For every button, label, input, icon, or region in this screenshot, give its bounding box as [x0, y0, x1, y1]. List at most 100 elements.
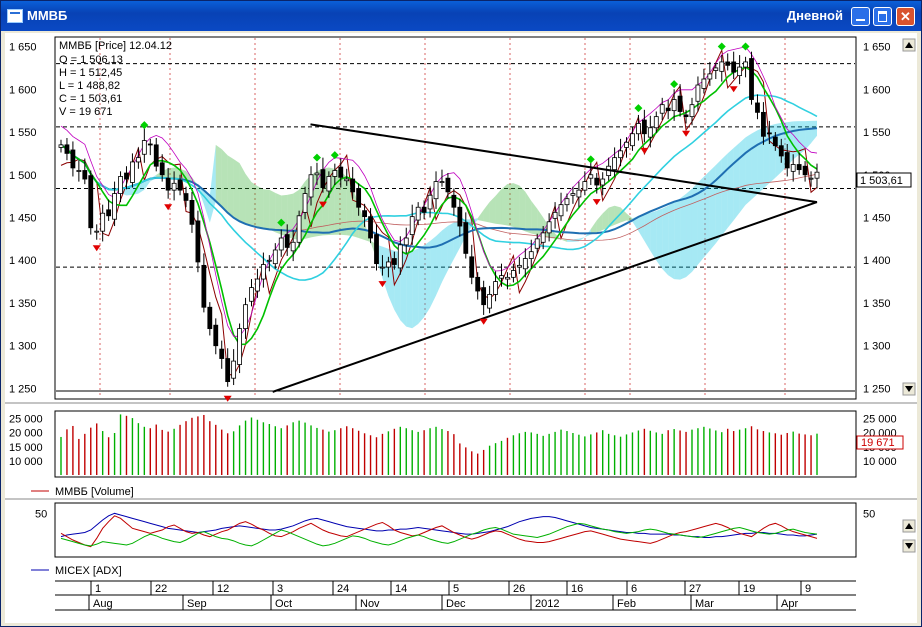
candle-body	[213, 324, 219, 347]
month-label: Mar	[695, 598, 714, 610]
chart-window-icon[interactable]	[7, 9, 23, 23]
adx-scroll-down-button[interactable]	[902, 539, 916, 553]
candle-body	[487, 294, 492, 309]
price-tick-label-left: 1 450	[9, 213, 37, 225]
price-tick-label-right: 1 550	[863, 127, 891, 139]
candle-body	[701, 78, 707, 89]
candle-body	[344, 178, 350, 182]
candle-body	[761, 111, 766, 137]
cloud-segment	[733, 142, 740, 221]
candle-body	[195, 220, 201, 263]
candle-body	[141, 140, 147, 155]
price-scroll-down-button[interactable]	[902, 382, 916, 396]
timeframe-label: Дневной	[786, 8, 843, 23]
candle-body	[409, 216, 415, 235]
cloud-segment	[412, 248, 419, 329]
candle-body	[636, 123, 641, 135]
day-label: 9	[805, 583, 811, 595]
cloud-segment	[674, 198, 681, 280]
cloud-segment	[745, 133, 752, 205]
candle-body	[469, 256, 475, 278]
adx-panel[interactable]	[54, 502, 857, 558]
legend-close: C = 1 503,61	[59, 93, 122, 105]
day-label: 6	[631, 583, 637, 595]
legend-open: O = 1 506,13	[59, 54, 123, 66]
cloud-segment	[739, 137, 746, 213]
volume-tick-label-left: 20 000	[9, 428, 43, 440]
candle-body	[522, 258, 528, 270]
candle-body	[350, 178, 356, 193]
up-signal-icon	[140, 121, 149, 130]
candle-body	[743, 61, 748, 68]
cloud-segment	[775, 122, 782, 178]
adx-tick-label-right: 50	[863, 508, 875, 520]
month-label: Apr	[781, 598, 798, 610]
maximize-button[interactable]	[873, 7, 892, 26]
cloud-segment	[721, 153, 728, 236]
candle-body	[463, 222, 469, 254]
candle-body	[516, 264, 522, 268]
cloud-segment	[257, 185, 264, 229]
minimize-button[interactable]	[851, 7, 870, 26]
candle-body	[784, 152, 790, 169]
cloud-segment	[441, 225, 448, 283]
cloud-segment	[227, 155, 234, 218]
adx-scroll-up-button[interactable]	[902, 519, 916, 533]
day-label: 3	[277, 583, 283, 595]
cloud-segment	[287, 193, 294, 239]
candle-body	[207, 306, 213, 330]
candle-body	[707, 73, 713, 80]
adx-series-line	[60, 515, 818, 548]
down-signal-icon	[682, 130, 691, 137]
day-label: 16	[571, 583, 583, 595]
candle-body	[511, 270, 516, 278]
candle-body	[397, 244, 403, 269]
cloud-segment	[483, 201, 490, 223]
candle-body	[731, 61, 737, 73]
candle-body	[552, 211, 558, 219]
arrow-up-icon	[905, 523, 913, 529]
trendline	[272, 201, 818, 393]
candle-body	[189, 200, 195, 225]
candle-body	[320, 169, 326, 188]
volume-panel[interactable]	[54, 410, 857, 478]
close-button[interactable]: ✕	[896, 7, 915, 26]
cloud-segment	[686, 188, 692, 278]
candle-body	[278, 237, 284, 251]
cloud-segment	[680, 193, 687, 280]
candle-body	[201, 264, 207, 308]
price-tick-label-right: 1 450	[863, 213, 891, 225]
candle-body	[314, 172, 320, 176]
cloud-segment	[436, 230, 442, 296]
up-signal-icon	[717, 42, 726, 51]
candle-body	[290, 241, 296, 252]
candle-body	[88, 175, 94, 229]
candle-body	[814, 171, 820, 179]
candle-body	[100, 212, 106, 232]
day-label: 14	[395, 583, 407, 595]
price-tick-label-left: 1 550	[9, 127, 37, 139]
candle-body	[600, 178, 606, 186]
candle-body	[624, 141, 629, 148]
down-signal-icon	[378, 281, 387, 288]
cloud-segment	[614, 205, 621, 225]
price-scroll-up-button[interactable]	[902, 38, 916, 52]
title-bar[interactable]: ММВБ Дневной ✕	[1, 1, 921, 31]
candle-body	[58, 144, 64, 148]
last-price-box	[856, 172, 912, 188]
day-label: 26	[513, 583, 525, 595]
month-label: Aug	[93, 598, 113, 610]
cloud-segment	[281, 194, 288, 237]
day-label: 1	[95, 583, 101, 595]
candle-body	[159, 162, 165, 176]
up-signal-icon	[741, 42, 750, 51]
candle-body	[772, 136, 778, 147]
price-panel[interactable]	[54, 36, 857, 400]
cloud-segment	[263, 189, 270, 230]
candle-body	[130, 161, 135, 183]
cloud-segment	[453, 220, 460, 259]
cloud-segment	[358, 204, 365, 241]
candle-body	[695, 84, 701, 102]
volume-tick-label-right: 10 000	[863, 456, 897, 468]
